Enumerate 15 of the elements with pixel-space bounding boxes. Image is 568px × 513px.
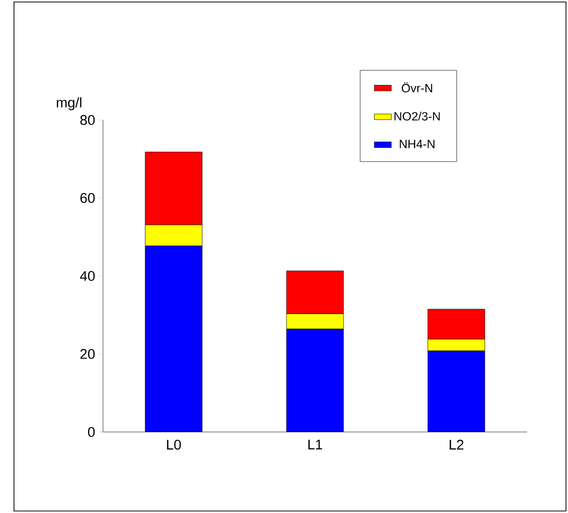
bar <box>145 246 202 432</box>
bar <box>428 350 486 432</box>
legend-label: Övr-N <box>402 82 432 92</box>
legend-label: NH4-N <box>400 140 434 148</box>
y-tick-label: 20 <box>80 349 95 359</box>
legend-label: NO2/3-N <box>394 112 440 121</box>
x-tick-label: L0 <box>167 440 181 450</box>
y-tick-label: 80 <box>80 115 95 125</box>
y-tick-label: 0 <box>88 427 95 437</box>
y-tick-label: 60 <box>80 193 95 203</box>
x-tick-label: L1 <box>308 440 322 450</box>
y-axis-title: mg/l <box>56 97 82 110</box>
y-tick-label: 40 <box>80 271 95 281</box>
x-tick-label: L2 <box>450 440 464 450</box>
bar <box>286 329 344 432</box>
